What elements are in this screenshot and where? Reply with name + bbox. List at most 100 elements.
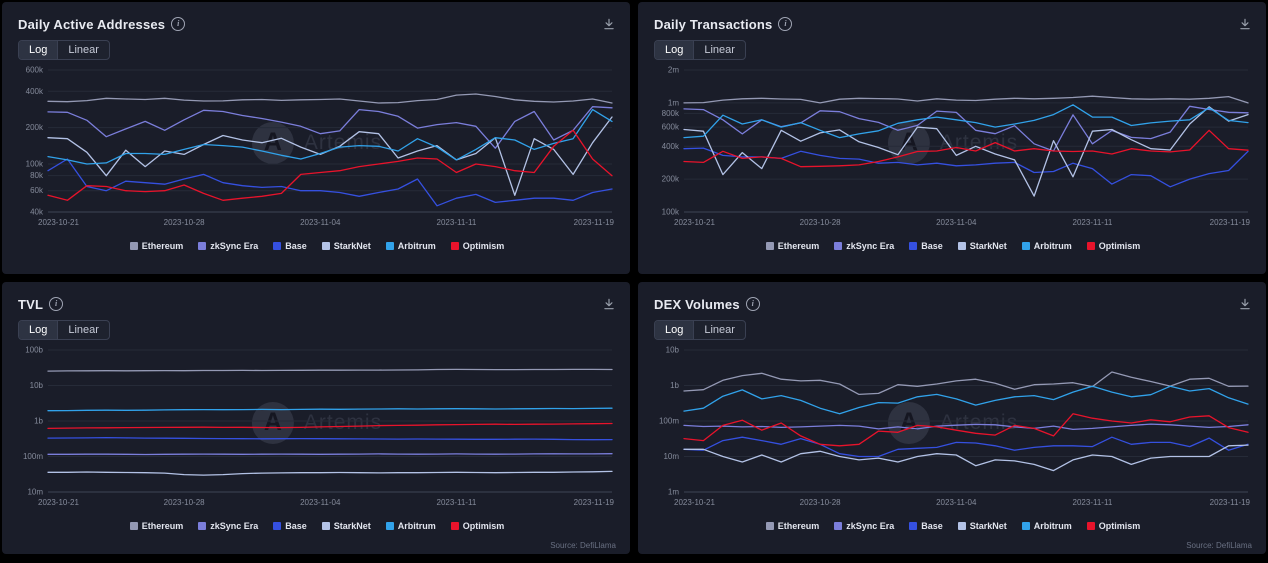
svg-text:600k: 600k [662, 123, 680, 132]
scale-toggle: Log Linear [654, 320, 746, 340]
legend-item-optimism[interactable]: Optimism [1086, 241, 1141, 251]
legend-label: zkSync Era [846, 241, 895, 251]
legend-label: Optimism [462, 521, 505, 531]
page-title: TVL [18, 296, 44, 312]
download-icon[interactable] [602, 17, 616, 31]
scale-toggle: Log Linear [654, 40, 746, 60]
svg-text:2023-11-19: 2023-11-19 [1210, 498, 1251, 507]
svg-text:80k: 80k [30, 171, 44, 180]
legend-swatch [1086, 242, 1095, 250]
legend-swatch [321, 242, 330, 250]
page-title: DEX Volumes [654, 296, 740, 312]
linear-toggle-button[interactable]: Linear [693, 41, 745, 59]
chart-legend: Ethereum zkSync Era Base StarkNet Arbitrum Op… [654, 519, 1252, 533]
dashboard-grid: Daily Active Addresses i Log Linear A Ar… [2, 2, 1266, 554]
svg-text:2023-11-04: 2023-11-04 [300, 498, 341, 507]
svg-text:10b: 10b [666, 346, 680, 355]
legend-swatch [273, 522, 282, 530]
svg-text:2m: 2m [668, 66, 679, 75]
svg-text:2023-10-28: 2023-10-28 [800, 498, 841, 507]
legend-swatch [198, 242, 207, 250]
legend-label: Arbitrum [397, 521, 436, 531]
download-icon[interactable] [602, 297, 616, 311]
legend-swatch [385, 242, 394, 250]
legend-label: Ethereum [141, 241, 184, 251]
legend-label: StarkNet [333, 241, 371, 251]
legend-item-arbitrum[interactable]: Arbitrum [385, 241, 436, 251]
svg-text:10m: 10m [27, 488, 43, 497]
log-toggle-button[interactable]: Log [655, 321, 694, 339]
panel-header: Daily Transactions i [654, 14, 1252, 34]
legend-item-starknet[interactable]: StarkNet [321, 521, 371, 531]
legend-item-starknet[interactable]: StarkNet [957, 521, 1007, 531]
legend-item-arbitrum[interactable]: Arbitrum [1021, 521, 1072, 531]
svg-text:2023-11-19: 2023-11-19 [574, 498, 615, 507]
legend-item-optimism[interactable]: Optimism [1086, 521, 1140, 531]
svg-text:2023-11-04: 2023-11-04 [936, 218, 977, 227]
legend-item-base[interactable]: Base [909, 521, 943, 531]
panel-daily-active-addresses: Daily Active Addresses i Log Linear A Ar… [2, 2, 630, 274]
legend-swatch [450, 242, 459, 250]
info-icon[interactable]: i [778, 17, 793, 31]
chart-legend: Ethereum zkSync Era Base StarkNet Arbitrum Op… [18, 239, 616, 253]
linear-toggle-button[interactable]: Linear [57, 41, 109, 59]
chart-legend: Ethereum zkSync Era Base StarkNet Arbitrum Op… [654, 239, 1252, 253]
legend-label: Base [285, 521, 307, 531]
svg-text:10b: 10b [30, 381, 44, 390]
svg-text:100k: 100k [26, 159, 44, 168]
svg-text:2023-10-28: 2023-10-28 [800, 218, 841, 227]
log-toggle-button[interactable]: Log [19, 321, 58, 339]
download-icon[interactable] [1238, 17, 1252, 31]
legend-item-base[interactable]: Base [273, 521, 307, 531]
info-icon[interactable]: i [171, 17, 186, 31]
legend-item-ethereum[interactable]: Ethereum [765, 241, 819, 251]
svg-text:100m: 100m [23, 452, 43, 461]
legend-swatch [957, 522, 966, 530]
info-icon[interactable]: i [745, 297, 760, 311]
legend-item-optimism[interactable]: Optimism [450, 521, 505, 531]
panel-tvl: TVL i Log Linear A Artemis 100b 10b 1b 100m… [2, 282, 630, 554]
scale-toggle: Log Linear [18, 320, 110, 340]
linear-toggle-button[interactable]: Linear [57, 321, 109, 339]
svg-text:2023-11-04: 2023-11-04 [300, 218, 341, 227]
svg-text:200k: 200k [26, 123, 44, 132]
svg-text:1b: 1b [670, 381, 679, 390]
svg-text:2023-10-21: 2023-10-21 [674, 218, 715, 227]
legend-item-zksync-era[interactable]: zkSync Era [834, 521, 894, 531]
svg-text:2023-11-11: 2023-11-11 [437, 498, 477, 507]
svg-text:2023-11-04: 2023-11-04 [936, 498, 977, 507]
legend-label: Optimism [1098, 241, 1141, 251]
legend-item-ethereum[interactable]: Ethereum [765, 521, 819, 531]
log-toggle-button[interactable]: Log [655, 41, 694, 59]
svg-text:1m: 1m [668, 98, 679, 107]
legend-label: zkSync Era [846, 521, 895, 531]
linear-toggle-button[interactable]: Linear [693, 321, 745, 339]
svg-text:800k: 800k [662, 109, 680, 118]
log-toggle-button[interactable]: Log [19, 41, 58, 59]
legend-item-zksync-era[interactable]: zkSync Era [834, 241, 894, 251]
legend-item-base[interactable]: Base [273, 241, 307, 251]
legend-label: zkSync Era [210, 521, 259, 531]
legend-item-zksync-era[interactable]: zkSync Era [198, 521, 258, 531]
legend-item-arbitrum[interactable]: Arbitrum [385, 521, 436, 531]
svg-text:2023-11-11: 2023-11-11 [1073, 498, 1113, 507]
legend-item-starknet[interactable]: StarkNet [957, 241, 1007, 251]
info-icon[interactable]: i [49, 297, 64, 311]
legend-label: Ethereum [141, 521, 184, 531]
download-icon[interactable] [1238, 297, 1252, 311]
legend-item-base[interactable]: Base [909, 241, 943, 251]
legend-item-arbitrum[interactable]: Arbitrum [1021, 241, 1072, 251]
chart-area: A Artemis 600k 400k 200k 100k 80k 60k 40k 2023-… [18, 62, 616, 238]
legend-item-starknet[interactable]: StarkNet [321, 241, 371, 251]
legend-label: StarkNet [969, 241, 1007, 251]
svg-text:200k: 200k [662, 175, 680, 184]
legend-item-optimism[interactable]: Optimism [450, 241, 504, 251]
svg-text:2023-10-28: 2023-10-28 [164, 218, 205, 227]
legend-item-ethereum[interactable]: Ethereum [129, 521, 184, 531]
legend-item-ethereum[interactable]: Ethereum [129, 241, 184, 251]
legend-item-zksync-era[interactable]: zkSync Era [198, 241, 258, 251]
